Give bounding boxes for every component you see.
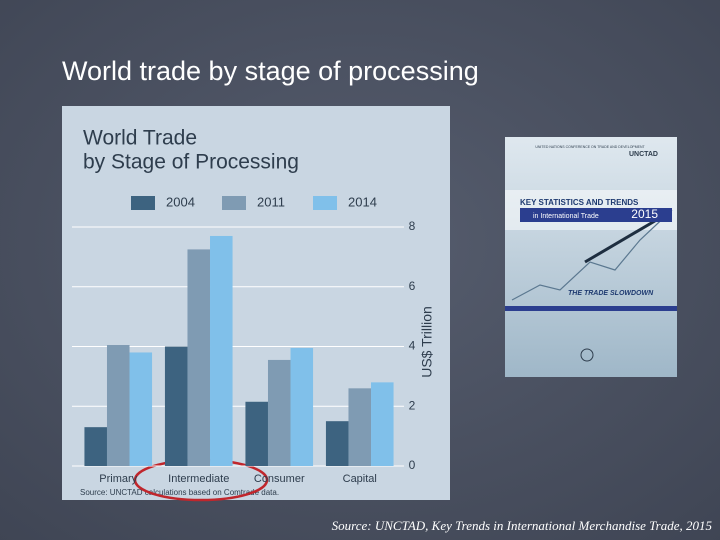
legend-swatch: [313, 196, 337, 210]
x-tick-label: Intermediate: [168, 473, 229, 485]
y-axis-label: US$ Trillion: [419, 306, 435, 378]
x-tick-label: Capital: [343, 473, 377, 485]
chart-title: World Trade: [83, 127, 197, 150]
cover-pen: [584, 213, 666, 264]
cover-year: 2015: [631, 207, 658, 221]
bar: [84, 427, 107, 466]
bar: [210, 235, 233, 466]
bar: [164, 346, 188, 466]
x-tick-label: Consumer: [254, 473, 305, 485]
un-logo: [580, 348, 594, 362]
bar: [290, 347, 314, 466]
bar: [325, 421, 349, 466]
plot: 0 2 4 6 8 2004 2011 2014 Primary Intermediate Cons…: [72, 194, 416, 485]
bar: [129, 352, 153, 466]
bar: [106, 345, 130, 466]
cover-sub-band: [520, 208, 672, 222]
report-cover: UNITED NATIONS CONFERENCE ON TRADE AND D…: [505, 137, 677, 377]
legend-swatch: [131, 196, 155, 210]
cover-subheading: in International Trade: [533, 213, 599, 220]
chart-title: by Stage of Processing: [83, 151, 299, 174]
cover-stripe: [505, 306, 677, 311]
bar: [187, 249, 211, 466]
y-tick-label: 8: [409, 219, 416, 233]
legend-label: 2011: [257, 194, 285, 209]
cover-heading: KEY STATISTICS AND TRENDS: [520, 198, 639, 207]
slide-footer: Source: UNCTAD, Key Trends in Internatio…: [332, 518, 713, 533]
y-tick-label: 6: [409, 279, 416, 293]
bar: [348, 388, 372, 466]
legend-label: 2004: [166, 194, 195, 209]
y-tick-label: 2: [409, 398, 416, 412]
chart-source: Source: UNCTAD calculations based on Com…: [80, 488, 279, 497]
bar: [245, 401, 268, 466]
slide-title: World trade by stage of processing: [62, 56, 479, 86]
legend-swatch: [222, 196, 246, 210]
cover-line: [511, 209, 673, 301]
bar: [267, 359, 291, 466]
y-tick-label: 0: [409, 458, 416, 472]
cover-tagline: THE TRADE SLOWDOWN: [568, 290, 654, 297]
cover-org: UNITED NATIONS CONFERENCE ON TRADE AND D…: [535, 145, 645, 149]
y-tick-label: 4: [409, 339, 416, 353]
legend-label: 2014: [348, 194, 377, 209]
bar: [371, 382, 394, 466]
cover-brand: UNCTAD: [629, 151, 658, 158]
x-tick-label: Primary: [99, 473, 137, 485]
